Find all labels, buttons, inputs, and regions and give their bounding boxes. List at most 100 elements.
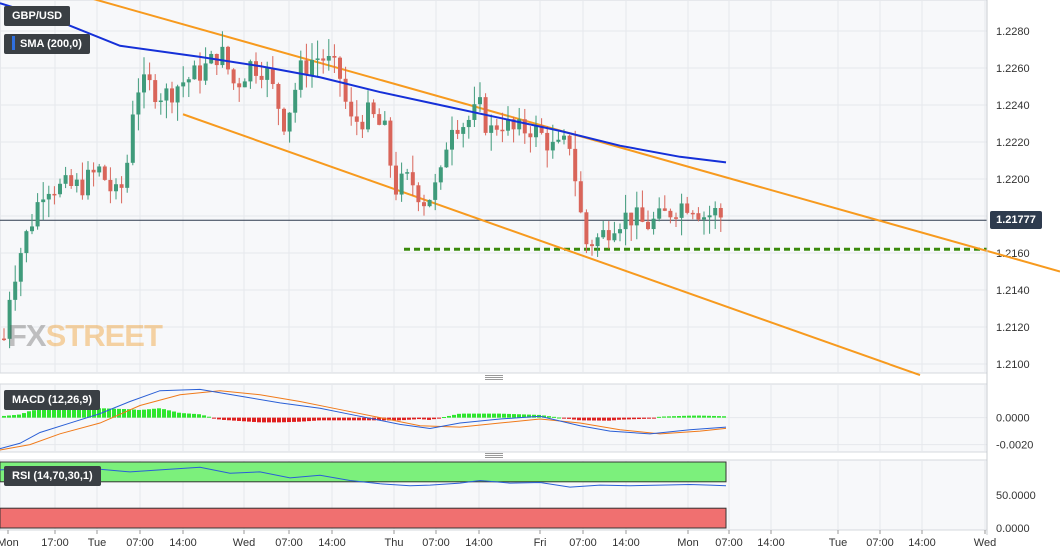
macd-histogram-bar	[127, 409, 131, 418]
rsi-overbought-zone	[0, 461, 727, 483]
candle-body	[707, 215, 712, 218]
macd-histogram-bar	[402, 417, 406, 421]
macd-histogram-bar	[102, 408, 106, 418]
macd-histogram-bar	[2, 415, 6, 418]
time-tick-label: Tue	[829, 537, 848, 549]
candle-body	[293, 89, 298, 113]
pane-resize-handle-macd[interactable]	[485, 375, 503, 380]
macd-histogram-bar	[712, 415, 716, 418]
candle-body	[130, 114, 135, 163]
candle-body	[461, 127, 466, 134]
candle-body	[539, 125, 544, 133]
macd-histogram-bar	[237, 417, 241, 421]
time-tick-label: 07:00	[275, 537, 303, 549]
candle-body	[287, 112, 292, 132]
macd-histogram-bar	[122, 409, 126, 418]
candle-body	[270, 67, 275, 85]
macd-histogram-bar	[32, 410, 36, 418]
candle-body	[657, 208, 662, 219]
candle-body	[612, 233, 617, 241]
macd-indicator-label[interactable]: MACD (12,26,9)	[4, 390, 101, 410]
time-tick-label: 07:00	[715, 537, 743, 549]
macd-histogram-bar	[667, 416, 671, 418]
macd-histogram-bar	[517, 414, 521, 418]
candle-body	[433, 182, 438, 200]
macd-histogram-bar	[92, 408, 96, 418]
time-tick-label: Thu	[385, 537, 404, 549]
candle-body	[41, 199, 46, 203]
candle-body	[242, 81, 247, 88]
price-tick-label: 1.2280	[996, 26, 1030, 38]
candle-body	[640, 207, 645, 222]
macd-histogram-bar	[627, 417, 631, 420]
macd-histogram-bar	[637, 417, 641, 420]
candle-body	[584, 212, 589, 245]
candle-body	[562, 135, 566, 140]
candle-body	[30, 226, 34, 232]
macd-histogram-bar	[27, 411, 31, 418]
candle-body	[573, 148, 578, 182]
candle-body	[332, 55, 337, 58]
macd-histogram-bar	[307, 417, 311, 422]
time-tick-label: 17:00	[41, 537, 69, 549]
macd-histogram-bar	[662, 416, 666, 418]
candle-body	[366, 102, 370, 130]
candle-body	[108, 179, 113, 192]
macd-histogram-bar	[7, 415, 11, 418]
candle-body	[427, 199, 432, 207]
macd-histogram-bar	[52, 409, 56, 418]
candle-body	[455, 129, 460, 134]
rsi-indicator-label[interactable]: RSI (14,70,30,1)	[4, 466, 101, 486]
candle-body	[578, 181, 583, 213]
candle-body	[377, 114, 382, 125]
pane-resize-handle-rsi[interactable]	[485, 453, 503, 458]
macd-histogram-bar	[297, 417, 301, 422]
macd-histogram-bar	[557, 417, 561, 419]
candle-body	[606, 230, 611, 241]
candle-body	[634, 207, 639, 226]
macd-histogram-bar	[82, 408, 86, 418]
macd-histogram-bar	[352, 417, 356, 421]
candle-body	[2, 338, 6, 341]
macd-histogram-bar	[482, 413, 486, 418]
time-tick-label: 07:00	[866, 537, 894, 549]
candle-body	[416, 185, 421, 203]
time-tick-label: 14:00	[465, 537, 493, 549]
macd-histogram-bar	[107, 408, 111, 418]
candle-body	[248, 61, 253, 82]
candle-body	[466, 119, 471, 128]
macd-histogram-bar	[187, 413, 191, 418]
macd-histogram-bar	[202, 415, 206, 418]
candle-body	[321, 58, 326, 61]
candle-body	[91, 169, 96, 173]
price-tick-label: 1.2140	[996, 285, 1030, 297]
time-tick-label: 07:00	[126, 537, 154, 549]
candle-body	[24, 231, 29, 254]
macd-histogram-bar	[312, 417, 316, 421]
macd-histogram-bar	[492, 413, 496, 418]
macd-histogram-bar	[272, 417, 276, 423]
candle-body	[254, 61, 258, 76]
macd-histogram-bar	[192, 413, 196, 418]
time-tick-label: Mon	[677, 537, 698, 549]
candle-body	[186, 79, 191, 83]
candle-body	[158, 100, 163, 103]
macd-histogram-bar	[697, 415, 701, 418]
macd-histogram-bar	[542, 415, 546, 418]
macd-histogram-bar	[362, 417, 366, 421]
candle-body	[388, 120, 393, 166]
candle-body	[74, 179, 79, 186]
candle-body	[181, 82, 186, 87]
time-tick-label: Tue	[88, 537, 107, 549]
macd-histogram-bar	[332, 417, 336, 421]
candle-body	[265, 67, 270, 80]
macd-histogram-bar	[572, 417, 576, 420]
time-tick-label: Mon	[0, 537, 19, 549]
candle-body	[685, 203, 690, 213]
sma-indicator-label[interactable]: SMA (200,0)	[4, 34, 90, 54]
macd-histogram-bar	[252, 417, 256, 422]
time-tick-label: Wed	[974, 537, 996, 549]
candle-body	[231, 69, 236, 84]
candle-body	[696, 213, 701, 220]
